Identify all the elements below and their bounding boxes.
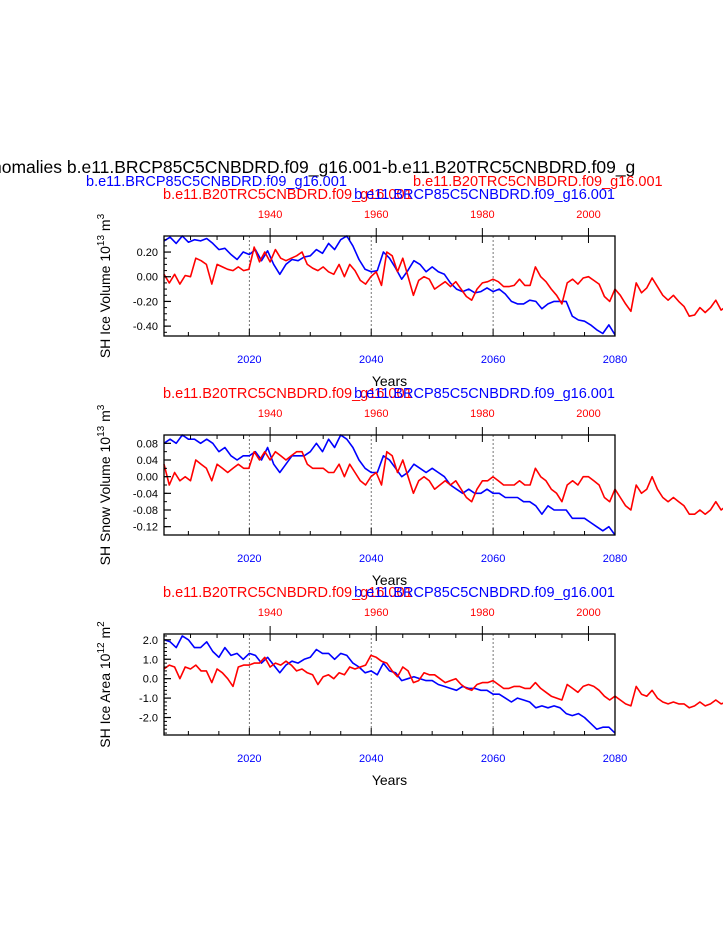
y-axis-label-part: 3 — [96, 213, 107, 219]
y-axis-label-part: 13 — [96, 425, 107, 437]
y-axis-label: SH Ice Volume 1013 m3 — [96, 213, 113, 358]
top-label-historical: b.e11.B20TRC5CNBDRD.f09_g16.001 — [163, 386, 413, 402]
y-axis-label-part: 13 — [96, 235, 107, 247]
y-tick-label: 0.0 — [143, 674, 158, 686]
x-bottom-tick-label: 2020 — [237, 753, 261, 765]
y-axis-label: SH Ice Area 1012 m2 — [96, 621, 113, 748]
x-top-tick-label: 1960 — [364, 408, 388, 420]
y-axis-label-part: 2 — [96, 621, 107, 627]
top-label-rcp85: b.e11.BRCP85C5CNBDRD.f09_g16.001 — [354, 585, 615, 601]
x-top-tick-label: 1960 — [364, 209, 388, 221]
x-top-tick-label: 2000 — [576, 408, 600, 420]
header-left-case: b.e11.BRCP85C5CNBDRD.f09_g16.001 — [86, 174, 347, 190]
y-axis-label-part: m — [97, 627, 113, 643]
y-tick-label: 0.04 — [137, 455, 158, 467]
panel-ice-area: 2.0 1.0 0.0 -1.0 -2.0 2020 2040 2060 2080 1940 196… — [96, 585, 723, 788]
series-line-rcp85 — [163, 635, 616, 734]
series-line-historical — [163, 654, 723, 709]
x-axis-label: Years — [372, 772, 407, 788]
x-top-tick-label: 2000 — [576, 607, 600, 619]
y-axis-label-part: SH Snow Volume 10 — [97, 437, 113, 566]
x-bottom-tick-label: 2040 — [359, 553, 383, 565]
y-axis-label-part: SH Ice Volume 10 — [97, 246, 113, 358]
top-label-historical: b.e11.B20TRC5CNBDRD.f09_g16.001 — [163, 585, 413, 601]
y-axis-label-part: m — [97, 410, 113, 426]
y-axis-label: SH Snow Volume 1013 m3 — [96, 404, 113, 565]
x-bottom-tick-label: 2080 — [603, 354, 627, 366]
panel-snow-volume: 0.08 0.04 0.00 -0.04 -0.08 -0.12 2020 2040 2060 2… — [96, 386, 723, 588]
x-bottom-tick-label: 2080 — [603, 553, 627, 565]
panel-ice-volume: 0.20 0.00 -0.20 -0.40 2020 2040 2060 2080 1940 19… — [96, 187, 723, 389]
x-bottom-tick-label: 2040 — [359, 354, 383, 366]
series-line-rcp85 — [163, 235, 616, 336]
x-bottom-tick-label: 2020 — [237, 354, 261, 366]
x-top-tick-label: 2000 — [576, 209, 600, 221]
header-right-case: b.e11.B20TRC5CNBDRD.f09_g16.001 — [413, 174, 663, 190]
figure-title: nomalies b.e11.BRCP85C5CNBDRD.f09_g16.00… — [0, 157, 635, 178]
y-tick-label: -2.0 — [139, 713, 158, 725]
y-tick-label: -0.12 — [133, 522, 158, 534]
y-tick-label: -0.08 — [133, 505, 158, 517]
y-tick-label: 2.0 — [143, 635, 158, 647]
plot-frame — [163, 434, 616, 536]
y-tick-label: 0.00 — [137, 472, 158, 484]
series-line-historical — [163, 450, 723, 516]
y-tick-label: -0.20 — [133, 296, 158, 308]
y-axis-label-part: m — [97, 219, 113, 235]
y-tick-label: 0.20 — [137, 247, 158, 259]
y-tick-label: 1.0 — [143, 654, 158, 666]
x-axis-label: Years — [372, 373, 407, 389]
x-top-tick-label: 1980 — [470, 209, 494, 221]
x-bottom-tick-label: 2060 — [481, 553, 505, 565]
x-bottom-tick-label: 2080 — [603, 753, 627, 765]
x-top-tick-label: 1960 — [364, 607, 388, 619]
y-tick-label: 0.08 — [137, 438, 158, 450]
top-label-historical: b.e11.B20TRC5CNBDRD.f09_g16.001 — [163, 187, 413, 203]
x-axis-label: Years — [372, 572, 407, 588]
y-tick-label: -0.04 — [133, 488, 158, 500]
y-tick-label: 0.00 — [137, 272, 158, 284]
x-top-tick-label: 1940 — [258, 607, 282, 619]
top-label-rcp85: b.e11.BRCP85C5CNBDRD.f09_g16.001 — [354, 187, 615, 203]
series-line-rcp85 — [163, 434, 616, 536]
plot-frame — [163, 235, 616, 337]
y-axis-label-part: SH Ice Area 10 — [97, 653, 113, 747]
x-top-tick-label: 1940 — [258, 408, 282, 420]
y-axis-label-part: 3 — [96, 404, 107, 410]
y-tick-label: -1.0 — [139, 693, 158, 705]
plot-frame — [163, 633, 616, 736]
y-axis-label-part: 12 — [96, 642, 107, 654]
x-bottom-tick-label: 2060 — [481, 753, 505, 765]
x-top-tick-label: 1980 — [470, 408, 494, 420]
series-line-historical — [163, 246, 723, 318]
y-tick-label: -0.40 — [133, 321, 158, 333]
x-top-tick-label: 1940 — [258, 209, 282, 221]
x-bottom-tick-label: 2060 — [481, 354, 505, 366]
x-bottom-tick-label: 2020 — [237, 553, 261, 565]
x-bottom-tick-label: 2040 — [359, 753, 383, 765]
top-label-rcp85: b.e11.BRCP85C5CNBDRD.f09_g16.001 — [354, 386, 615, 402]
x-top-tick-label: 1980 — [470, 607, 494, 619]
